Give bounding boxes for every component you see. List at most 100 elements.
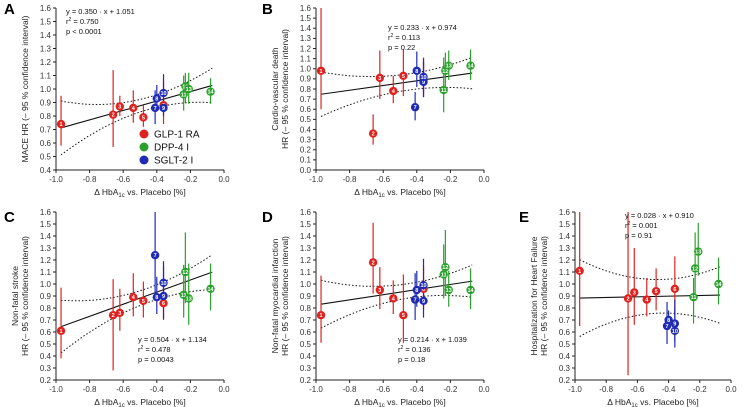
point-label: 2 [112, 113, 115, 119]
point-label: 3 [118, 105, 121, 111]
data-point [375, 73, 385, 83]
data-point [150, 103, 160, 113]
y-tick-label: 0.5 [300, 340, 312, 349]
y-tick-label: 0.5 [40, 340, 52, 349]
y-tick-label: 1.0 [40, 280, 52, 289]
point-label: 7 [154, 106, 157, 112]
y-tick-label: 0.3 [300, 135, 312, 144]
y-tick-label: 1.3 [300, 244, 312, 253]
data-point [368, 129, 378, 138]
data-point [399, 71, 408, 81]
point-label: 13 [695, 250, 701, 256]
legend-marker [139, 142, 149, 152]
legend-label: GLP-1 RA [154, 130, 200, 141]
y-tick-label: 0.5 [40, 152, 52, 161]
y-tick-label: 0.2 [300, 146, 312, 155]
data-point [623, 294, 633, 303]
regression-stat: y = 0.214 · x + 1.039 [398, 335, 467, 344]
x-axis-label: Δ HbA1c vs. Placebo [%] [94, 187, 185, 199]
y-tick-label: 1.2 [40, 256, 52, 265]
y-tick-label: 0.1 [300, 156, 312, 165]
y-tick-label: 0.8 [300, 85, 312, 94]
point-label: 3 [633, 290, 636, 296]
point-label: 3 [118, 311, 121, 317]
point-label: 1 [320, 313, 323, 319]
y-tick-label: 1.1 [40, 71, 52, 80]
point-label: 1 [60, 329, 63, 335]
point-label: 1 [320, 69, 323, 75]
y-tick-label: 1.0 [300, 65, 312, 74]
y-tick-label: 1.2 [300, 44, 312, 53]
data-point [159, 278, 168, 287]
y-tick-label: 0.8 [300, 304, 312, 313]
point-label: 10 [420, 75, 426, 81]
point-label: 7 [666, 324, 669, 330]
point-label: 10 [672, 329, 678, 335]
data-point [439, 270, 448, 279]
y-tick-label: 1.2 [40, 58, 52, 67]
data-point [714, 279, 723, 289]
point-label: 6 [162, 301, 165, 307]
y-tick-label: 0.9 [40, 292, 52, 301]
point-label: 2 [372, 132, 375, 138]
x-axis-label: Δ HbA1c vs. Placebo [%] [94, 397, 185, 407]
regression-stat: p < 0.0001 [66, 27, 102, 36]
x-tick-label: -0.6 [376, 175, 390, 184]
y-tick-label: 1.3 [40, 44, 52, 53]
confidence-band [60, 67, 213, 105]
point-label: 11 [441, 88, 447, 94]
y-tick-label: 0.5 [559, 340, 571, 349]
regression-stat: p = 0.91 [625, 231, 652, 240]
y-tick-label: 0.9 [300, 292, 312, 301]
point-label: 14 [715, 282, 722, 288]
data-point [664, 315, 673, 325]
point-label: 9 [673, 322, 676, 328]
point-label: 12 [182, 270, 188, 276]
x-tick-label: 0.0 [478, 385, 490, 394]
data-point [410, 295, 420, 304]
point-label: 4 [392, 296, 396, 302]
point-label: 5 [142, 115, 145, 121]
regression-stat: y = 0.504 · x + 1.134 [138, 335, 207, 344]
panel-b: 0.00.10.20.30.40.50.60.70.80.91.01.11.21… [262, 1, 490, 199]
y-tick-label: 0.7 [40, 316, 52, 325]
y-tick-label: 1.2 [300, 256, 312, 265]
point-label: 14 [467, 64, 474, 70]
point-label: 5 [655, 289, 658, 295]
regression-stat: y = 0.028 · x + 0.910 [625, 211, 694, 220]
x-tick-label: -1.0 [49, 175, 63, 184]
y-tick-label: 1.1 [559, 268, 571, 277]
regression-stat: y = 0.350 · x + 1.051 [66, 7, 135, 16]
x-tick-label: -0.4 [662, 385, 676, 394]
point-label: 4 [132, 106, 136, 112]
point-label: 11 [181, 293, 187, 299]
x-tick-label: -1.0 [568, 385, 582, 394]
y-tick-label: 0.6 [40, 328, 52, 337]
panel-letter: C [4, 209, 15, 226]
x-tick-label: -0.2 [184, 175, 198, 184]
y-tick-label: 1.6 [559, 208, 571, 217]
data-point [410, 103, 420, 112]
regression-stat: p = 0.22 [388, 43, 415, 52]
y-tick-label: 0.3 [300, 364, 312, 373]
data-point [689, 293, 698, 302]
x-tick-label: -0.2 [693, 385, 707, 394]
regression-stat: p = 0.0043 [138, 355, 174, 364]
x-tick-label: -0.4 [410, 175, 424, 184]
data-point [139, 296, 148, 305]
y-tick-label: 1.1 [300, 54, 312, 63]
panel-e: 0.2 0.3 0.4 0.5 0.6 0.7 0.8 0.9 1.0 1.1 1.2 1.3 1.4 1… [519, 208, 737, 407]
y-tick-label: 0.6 [559, 328, 571, 337]
regression-stat: r2 = 0.750 [66, 17, 99, 26]
data-point [159, 88, 168, 98]
x-tick-label: 0.0 [478, 175, 490, 184]
x-tick-label: -1.0 [49, 385, 63, 394]
y-tick-label: 0.7 [40, 125, 52, 134]
y-tick-label: 0.7 [300, 95, 312, 104]
x-tick-label: 0.0 [725, 385, 737, 394]
x-tick-label: -0.8 [599, 385, 613, 394]
point-label: 9 [162, 294, 165, 300]
x-tick-label: -0.8 [83, 175, 97, 184]
y-tick-label: 1.5 [559, 220, 571, 229]
regression-stat: r2 = 0.478 [138, 345, 171, 354]
